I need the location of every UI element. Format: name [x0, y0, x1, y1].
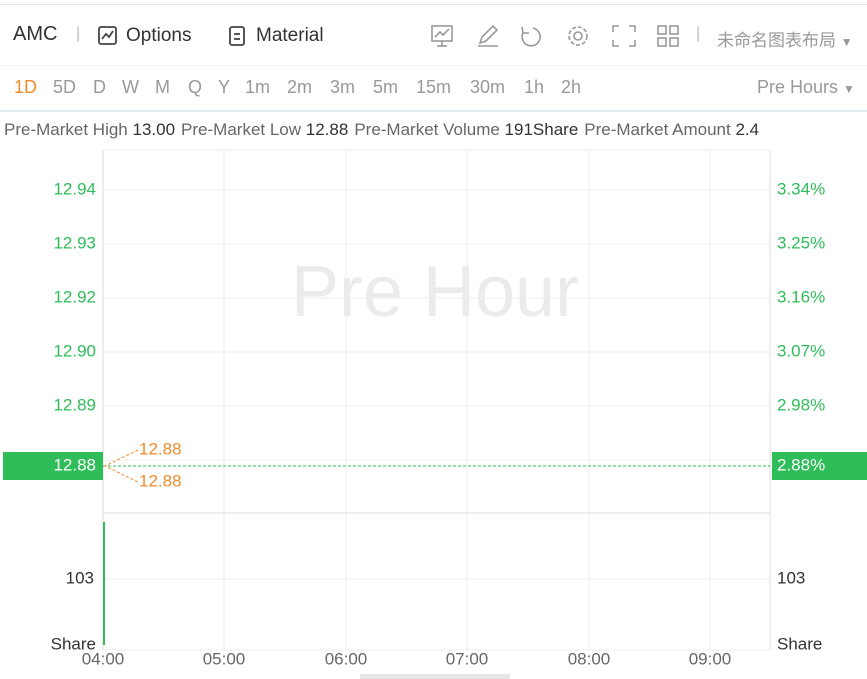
price-tick-label: 12.93: [53, 233, 96, 252]
current-percent: 2.88%: [777, 455, 825, 474]
scrollbar[interactable]: [360, 674, 510, 679]
volume-unit: Share: [51, 634, 96, 653]
time-tick-label: 04:00: [82, 649, 125, 668]
percent-tick-label: 3.07%: [777, 341, 825, 360]
period-tab[interactable]: M: [155, 77, 170, 97]
marker-leader: [103, 449, 139, 483]
summary-value: 12.88: [305, 120, 349, 139]
price-marker: 12.88: [139, 439, 182, 458]
period-tab[interactable]: W: [122, 77, 139, 97]
session-selector[interactable]: Pre Hours ▼: [757, 77, 855, 98]
summary-value: 2.4: [735, 120, 760, 139]
percent-tick-label: 3.16%: [777, 287, 825, 306]
summary-label: Pre-Market Low: [181, 120, 302, 139]
percent-tick-label: 3.34%: [777, 179, 825, 198]
watermark: Pre Hour: [291, 252, 579, 332]
material-button[interactable]: Material: [256, 25, 324, 46]
period-tab[interactable]: Q: [188, 77, 203, 97]
current-price-box: [3, 452, 103, 480]
period-tab[interactable]: 1m: [245, 77, 271, 97]
percent-tick-label: 2.98%: [777, 395, 825, 414]
period-tab[interactable]: 2m: [287, 77, 313, 97]
summary-row: Pre-Market High 13.00 Pre-Market Low 12.8…: [4, 120, 765, 140]
time-tick-label: 05:00: [203, 649, 246, 668]
symbol[interactable]: AMC: [13, 23, 58, 45]
summary-value: 13.00: [132, 120, 176, 139]
period-tab[interactable]: 5D: [53, 77, 77, 97]
period-bar: Pre Hours ▼ 1D 5D D W M Q Y 1m 2m 3m 5m 15m 30m 1h 2h: [0, 65, 867, 112]
period-tab[interactable]: D: [93, 77, 106, 97]
time-tick-label: 06:00: [325, 649, 368, 668]
period-tab[interactable]: 15m: [416, 77, 452, 97]
price-tick-label: 12.90: [53, 341, 96, 360]
tool-icons[interactable]: [430, 23, 680, 49]
summary-label: Pre-Market High: [4, 120, 128, 139]
price-tick-label: 12.89: [53, 395, 96, 414]
divider: |: [76, 25, 81, 42]
period-tab[interactable]: Y: [218, 77, 231, 97]
layout-name: 未命名图表布局: [717, 31, 836, 50]
layout-selector[interactable]: 未命名图表布局 ▼: [717, 26, 853, 51]
period-tab[interactable]: 30m: [470, 77, 506, 97]
current-price: 12.88: [53, 455, 96, 474]
period-tab[interactable]: 3m: [330, 77, 356, 97]
time-tick-label: 09:00: [689, 649, 732, 668]
divider: |: [696, 25, 701, 42]
percent-tick-label: 3.25%: [777, 233, 825, 252]
toolbar: AMC | Options Material | 未命名图表布局 ▼: [0, 4, 867, 66]
price-tick-label: 12.94: [53, 179, 96, 198]
options-icon: [98, 26, 117, 45]
volume-tick-label: 103: [66, 568, 94, 587]
summary-label: Pre-Market Volume: [354, 120, 500, 139]
volume-tick-label: 103: [777, 568, 805, 587]
caret: ▼: [843, 82, 855, 96]
period-tab[interactable]: 2h: [561, 77, 582, 97]
price-marker: 12.88: [139, 471, 182, 490]
period-tab[interactable]: 1D: [14, 77, 38, 97]
session-label: Pre Hours: [757, 77, 839, 97]
time-tick-label: 07:00: [446, 649, 489, 668]
options-button[interactable]: Options: [126, 25, 192, 46]
time-tick-label: 08:00: [568, 649, 611, 668]
caret: ▼: [840, 35, 853, 49]
summary-label: Pre-Market Amount: [584, 120, 731, 139]
current-percent-box: [772, 452, 867, 480]
summary-value: 191Share: [504, 120, 579, 139]
price-tick-label: 12.92: [53, 287, 96, 306]
volume-unit: Share: [777, 634, 822, 653]
material-icon: [229, 26, 245, 46]
period-tab[interactable]: 5m: [373, 77, 399, 97]
period-tab[interactable]: 1h: [524, 77, 545, 97]
